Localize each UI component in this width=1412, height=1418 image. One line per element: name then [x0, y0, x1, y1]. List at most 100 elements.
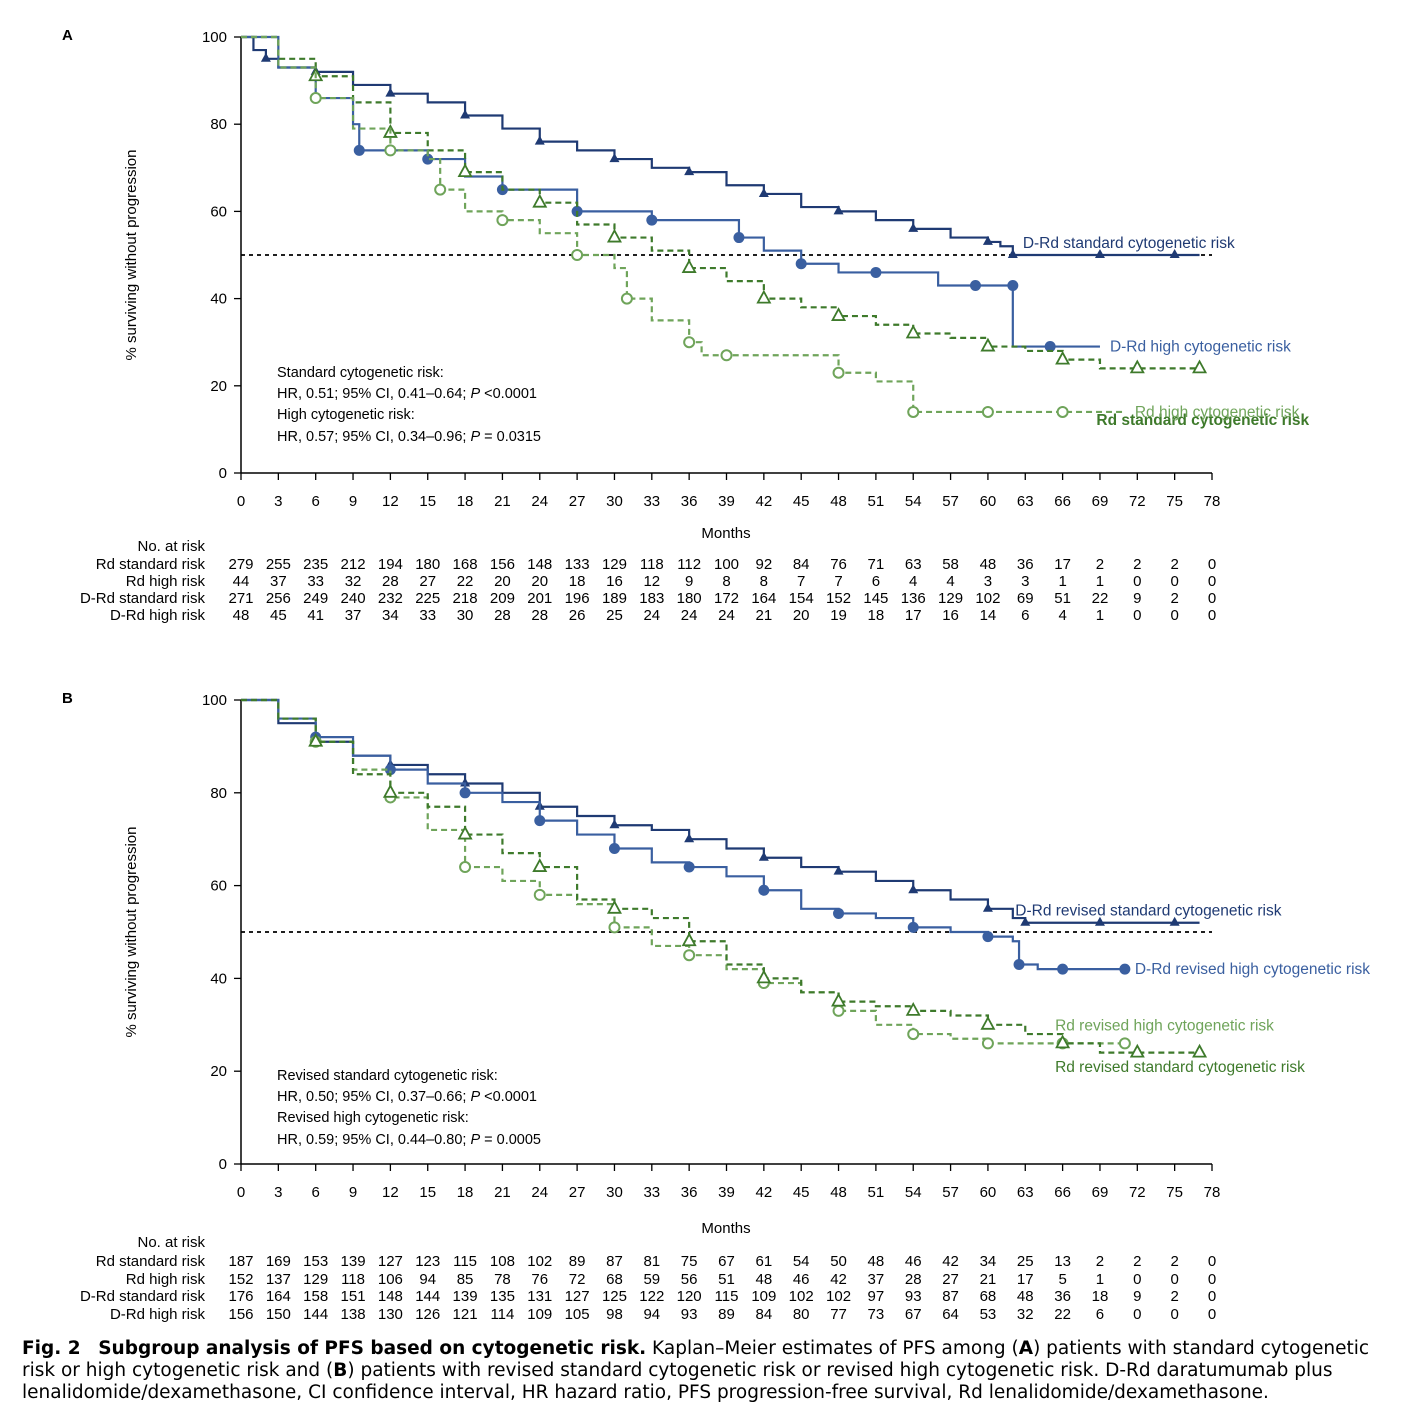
risk-table-cell: 127: [565, 1288, 590, 1305]
risk-table-cell: 6: [872, 573, 880, 590]
series-label: D-Rd standard cytogenetic risk: [1023, 235, 1235, 252]
risk-table-cell: 164: [751, 590, 776, 607]
series-line: [241, 35, 1125, 414]
series-line: [241, 698, 1200, 924]
censor-mark: [683, 949, 696, 962]
x-tick-label: 72: [1129, 493, 1146, 510]
risk-table-cell: 240: [341, 590, 366, 607]
panel-b-stats: Revised standard cytogenetic risk: HR, 0…: [277, 1068, 541, 1148]
risk-table-cell: 5: [1058, 1271, 1066, 1288]
x-tick-label: 30: [606, 493, 623, 510]
stats-high-hr: HR, 0.57; 95% CI, 0.34–0.96; P = 0.0315: [277, 429, 541, 445]
x-tick-label: 3: [274, 493, 282, 510]
x-tick-label: 33: [643, 1184, 660, 1201]
censor-mark: [908, 222, 919, 232]
risk-table-cell: 98: [606, 1306, 623, 1323]
censor-mark: [1013, 958, 1025, 970]
risk-table-cell: 114: [490, 1306, 514, 1323]
x-tick-label: 54: [905, 493, 922, 510]
risk-table-cell: 1: [1096, 607, 1104, 624]
censor-mark: [683, 861, 695, 873]
censor-mark: [1119, 963, 1131, 975]
censor-mark: [681, 259, 697, 273]
risk-table-cell: 50: [830, 1253, 847, 1270]
risk-table-cell: 19: [830, 607, 847, 624]
risk-table-cell: 139: [341, 1253, 366, 1270]
risk-table-cell: 56: [681, 1271, 698, 1288]
risk-table-cell: 137: [266, 1271, 291, 1288]
y-tick-label: 60: [210, 878, 227, 895]
risk-table-cell: 18: [868, 607, 885, 624]
stats-standard-hr: HR, 0.51; 95% CI, 0.41–0.64; P <0.0001: [277, 386, 537, 402]
risk-table-cell: 54: [793, 1253, 810, 1270]
risk-table-cell: 67: [718, 1253, 735, 1270]
risk-table-cell: 120: [677, 1288, 702, 1305]
risk-table-cell: 130: [378, 1306, 403, 1323]
risk-table-cell: 84: [793, 556, 810, 573]
x-tick-label: 27: [569, 1184, 586, 1201]
censor-mark: [1020, 916, 1031, 926]
risk-table-cell: 0: [1208, 573, 1216, 590]
risk-table-cell: 17: [1017, 1271, 1034, 1288]
risk-table-cell: 126: [415, 1306, 440, 1323]
risk-table-cell: 36: [1054, 1288, 1071, 1305]
risk-table-cell: 138: [341, 1306, 366, 1323]
censor-mark: [382, 783, 398, 798]
panel-a: A % surviving without progression Months…: [62, 27, 1310, 624]
censor-mark: [907, 405, 920, 418]
x-tick-label: 18: [457, 1184, 474, 1201]
x-tick-label: 60: [980, 1184, 997, 1201]
risk-table-cell: 256: [266, 590, 291, 607]
stats-revised-high-heading: Revised high cytogenetic risk:: [277, 1110, 469, 1126]
risk-table-cell: 84: [756, 1306, 773, 1323]
risk-table-cell: 76: [531, 1271, 548, 1288]
y-tick-label: 100: [202, 29, 227, 46]
risk-table-cell: 85: [457, 1271, 474, 1288]
risk-table-cell: 27: [942, 1271, 959, 1288]
stats-revised-high-hr: HR, 0.59; 95% CI, 0.44–0.80; P = 0.0005: [277, 1132, 541, 1148]
panel-a-stats: Standard cytogenetic risk: HR, 0.51; 95%…: [277, 365, 541, 445]
risk-table-cell: 48: [1017, 1288, 1034, 1305]
figure: A % surviving without progression Months…: [62, 27, 1370, 1323]
risk-table-cell: 53: [980, 1306, 997, 1323]
censor-mark: [1055, 1034, 1071, 1049]
risk-table-cell: 59: [643, 1271, 660, 1288]
y-tick-label: 20: [210, 378, 227, 395]
risk-table-cell: 22: [1054, 1306, 1071, 1323]
risk-table-cell: 17: [905, 607, 922, 624]
censor-mark: [1169, 916, 1180, 926]
risk-table-cell: 201: [527, 590, 552, 607]
caption-title: Subgroup analysis of PFS based on cytoge…: [98, 1338, 647, 1359]
censor-mark: [833, 907, 845, 919]
risk-table-cell: 7: [797, 573, 805, 590]
y-tick-label: 80: [210, 785, 227, 802]
stats-revised-standard-heading: Revised standard cytogenetic risk:: [277, 1068, 498, 1084]
risk-table-cell: 87: [942, 1288, 959, 1305]
risk-table-cell: 27: [419, 573, 436, 590]
risk-table-cell: 64: [942, 1306, 959, 1323]
x-tick-label: 57: [942, 1184, 959, 1201]
risk-table-cell: 0: [1133, 1271, 1141, 1288]
x-tick-label: 69: [1092, 1184, 1109, 1201]
x-tick-label: 54: [905, 1184, 922, 1201]
risk-table-cell: 156: [490, 556, 515, 573]
risk-table-cell: 152: [826, 590, 851, 607]
risk-table-cell: 17: [1054, 556, 1071, 573]
risk-table-row-label: D-Rd high risk: [110, 607, 206, 624]
risk-table-cell: 2: [1170, 1253, 1178, 1270]
x-tick-label: 24: [531, 1184, 548, 1201]
risk-table-cell: 36: [1017, 556, 1034, 573]
censor-mark: [756, 969, 772, 984]
risk-table-cell: 97: [868, 1288, 885, 1305]
risk-table-cell: 28: [382, 573, 399, 590]
x-tick-label: 66: [1054, 1184, 1071, 1201]
risk-table-cell: 1: [1096, 1271, 1104, 1288]
x-tick-label: 78: [1204, 493, 1221, 510]
x-tick-label: 3: [274, 1184, 282, 1201]
risk-table-cell: 18: [1092, 1288, 1109, 1305]
censor-mark: [905, 1002, 921, 1016]
risk-table-cell: 32: [1017, 1306, 1034, 1323]
risk-table-cell: 0: [1208, 590, 1216, 607]
risk-table-cell: 112: [677, 556, 701, 573]
risk-table-title: No. at risk: [137, 538, 205, 555]
